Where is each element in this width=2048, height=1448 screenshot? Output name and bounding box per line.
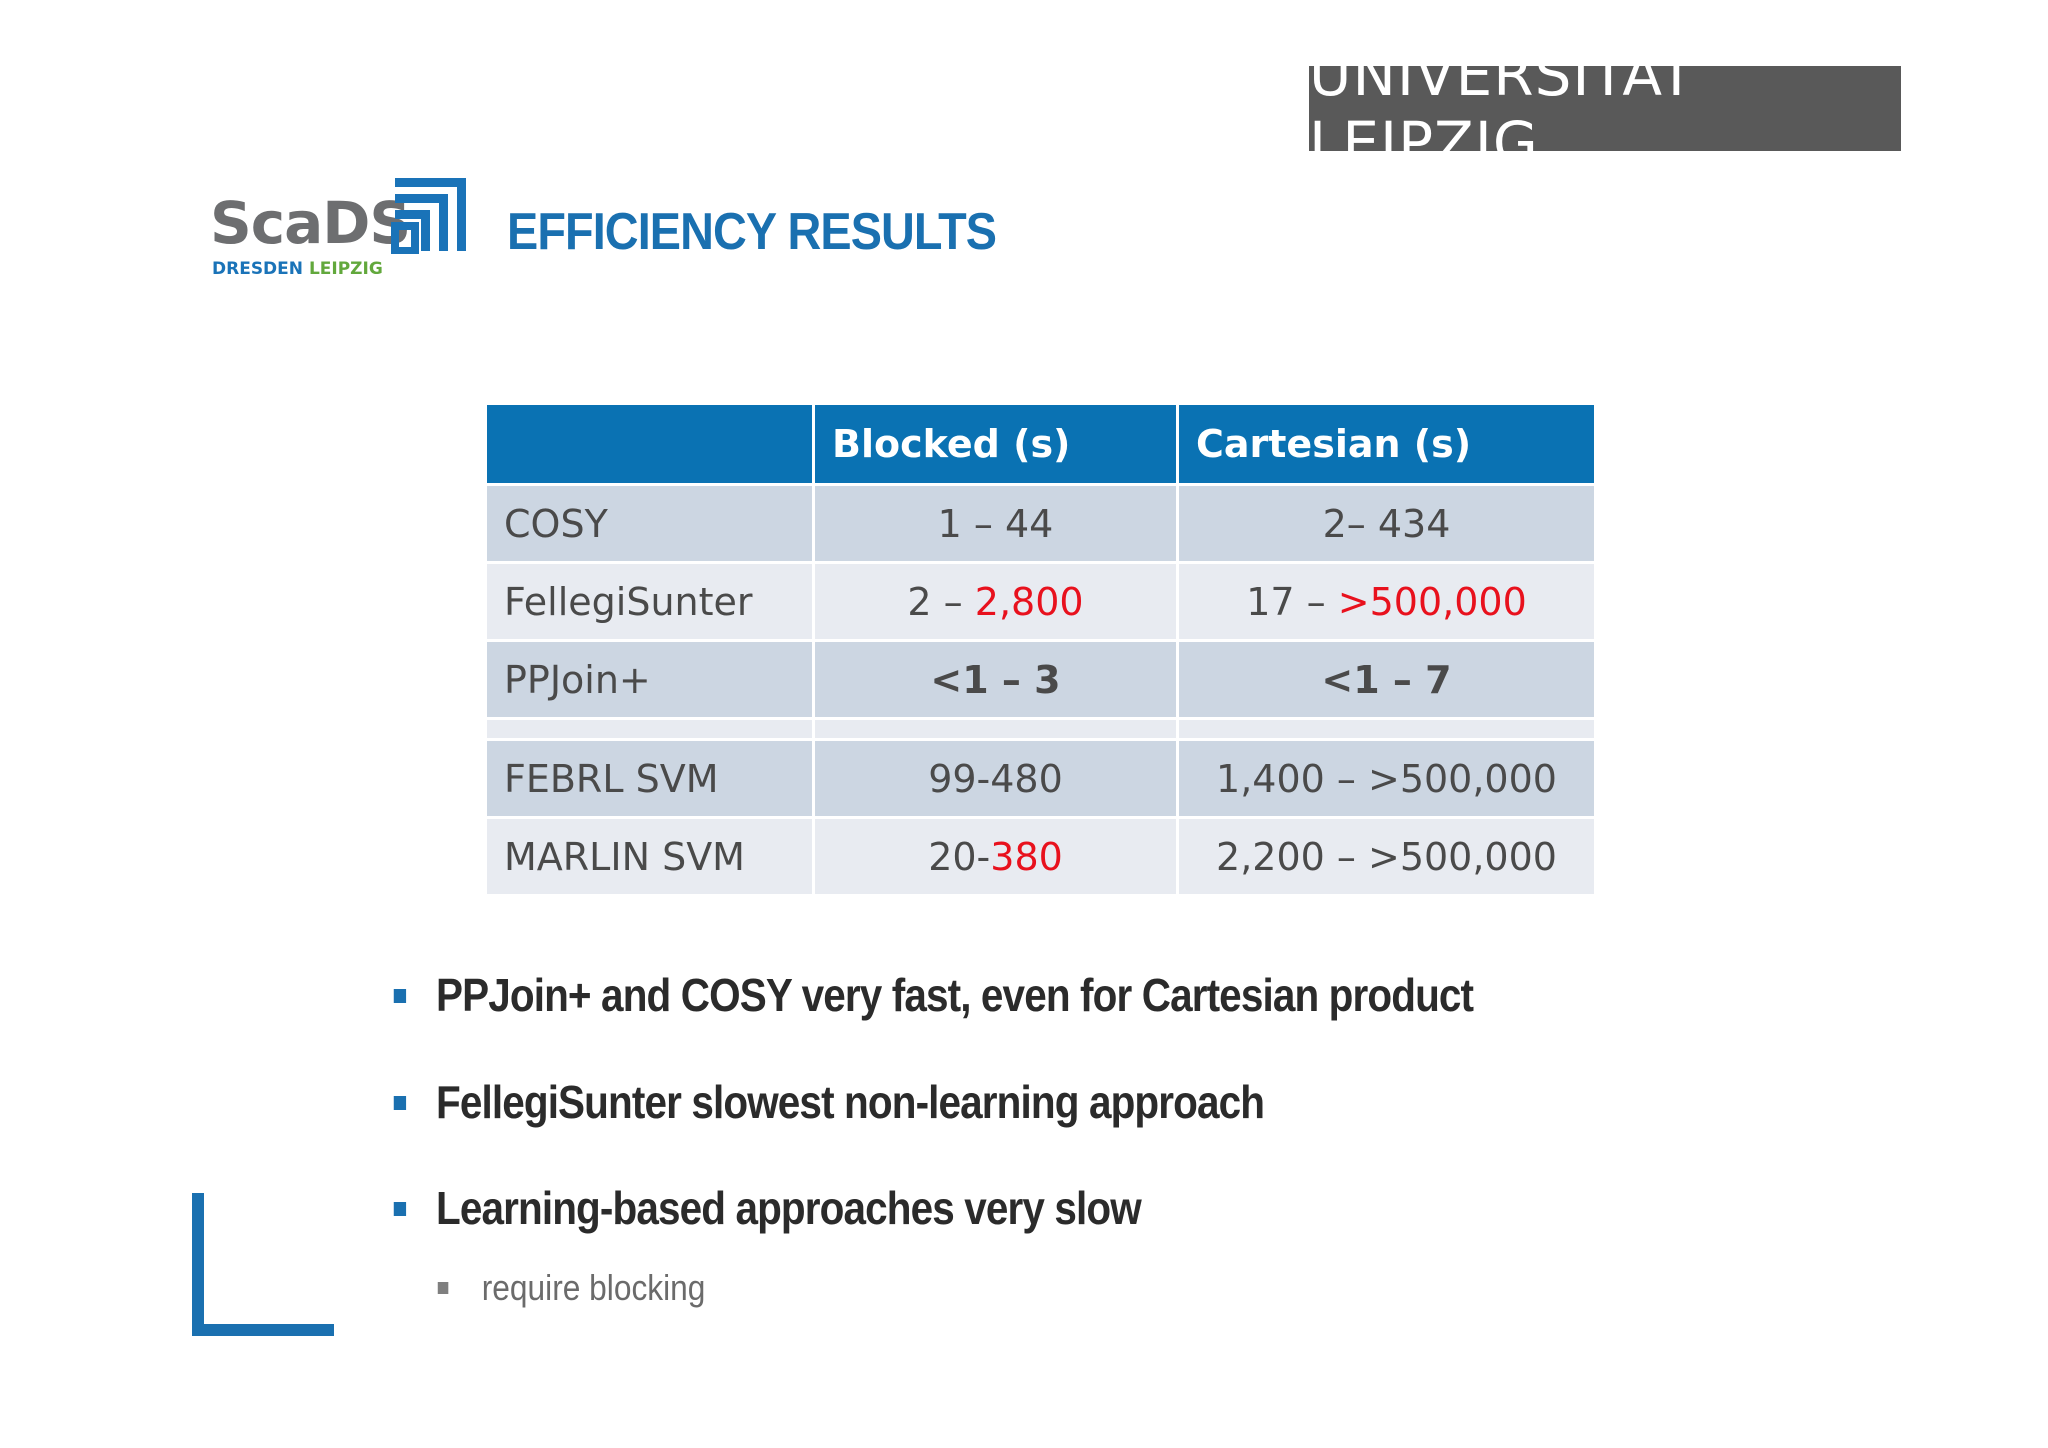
table-row-cosy: COSY 1 – 44 2– 434 (484, 483, 1597, 564)
bullet-text: Learning-based approaches very slow (436, 1182, 1142, 1235)
cartesian-max: >500,000 (1337, 579, 1527, 624)
table-row-marlin-svm: MARLIN SVM 20-380 2,200 – >500,000 (484, 816, 1597, 897)
scads-logo-dresden: DRESDEN (212, 259, 304, 279)
square-bullet-icon (393, 1095, 407, 1110)
blocked-min: 20- (928, 834, 991, 879)
header-cell-blocked: Blocked (s) (812, 402, 1179, 486)
header-cell-method (484, 402, 815, 486)
header-cell-cartesian: Cartesian (s) (1176, 402, 1597, 486)
universitaet-leipzig-logo-text: UNIVERSITÄT LEIPZIG (1309, 40, 1696, 177)
scads-logo-leipzig: LEIPZIG (308, 259, 383, 279)
bullet-text: PPJoin+ and COSY very fast, even for Car… (436, 969, 1474, 1021)
square-bullet-icon (393, 1202, 407, 1217)
efficiency-results-table: Blocked (s) Cartesian (s) COSY 1 – 44 2–… (484, 402, 1597, 897)
blocked-max: 380 (990, 834, 1063, 879)
table-row-febrl-svm: FEBRL SVM 99-480 1,400 – >500,000 (484, 738, 1597, 819)
cartesian-cell: 1,400 – >500,000 (1176, 738, 1597, 819)
square-bullet-icon (437, 1281, 449, 1294)
scads-logo-mark-icon (391, 178, 466, 254)
table-spacer-row (484, 717, 1597, 741)
bullet-item: FellegiSunter slowest non-learning appro… (392, 1075, 1473, 1128)
bullet-item: PPJoin+ and COSY very fast, even for Car… (392, 969, 1474, 1021)
blocked-cell: 2 – 2,800 (812, 561, 1179, 642)
blocked-cell: 1 – 44 (812, 483, 1179, 564)
cartesian-cell: 17 – >500,000 (1176, 561, 1597, 642)
table-row-fellegisunter: FellegiSunter 2 – 2,800 17 – >500,000 (484, 561, 1597, 642)
scads-logo: ScaDS DRESDEN LEIPZIG (210, 176, 470, 284)
cartesian-min: 17 – (1246, 579, 1338, 624)
sub-bullet-item: require blocking (436, 1266, 1473, 1308)
table-header-row: Blocked (s) Cartesian (s) (484, 402, 1597, 486)
bullet-list: PPJoin+ and COSY very fast, even for Car… (392, 970, 1621, 1363)
blocked-cell: 20-380 (812, 816, 1179, 897)
sub-bullet-list: require blocking (436, 1266, 1473, 1308)
corner-bracket-decoration (192, 1193, 334, 1336)
scads-logo-name: ScaDS (210, 189, 411, 257)
cartesian-cell: <1 – 7 (1176, 639, 1597, 720)
universitaet-leipzig-logo: UNIVERSITÄT LEIPZIG (1309, 41, 1901, 177)
cartesian-cell: 2,200 – >500,000 (1176, 816, 1597, 897)
method-cell: MARLIN SVM (484, 816, 815, 897)
table-row-ppjoin: PPJoin+ <1 – 3 <1 – 7 (484, 639, 1597, 720)
method-cell: PPJoin+ (484, 639, 815, 720)
cartesian-cell: 2– 434 (1176, 483, 1597, 564)
page-title: EFFICIENCY RESULTS (507, 203, 997, 261)
method-cell: FellegiSunter (484, 561, 815, 642)
blocked-cell: 99-480 (812, 738, 1179, 819)
method-cell: COSY (484, 483, 815, 564)
square-bullet-icon (393, 989, 407, 1003)
bullet-item: Learning-based approaches very slow requ… (392, 1183, 1473, 1307)
scads-logo-cities: DRESDEN LEIPZIG (212, 261, 383, 278)
blocked-max: 2,800 (974, 579, 1084, 624)
blocked-min: 2 – (907, 579, 975, 624)
bullet-text: FellegiSunter slowest non-learning appro… (436, 1075, 1265, 1128)
sub-bullet-text: require blocking (481, 1266, 706, 1308)
blocked-cell: <1 – 3 (812, 639, 1179, 720)
method-cell: FEBRL SVM (484, 738, 815, 819)
